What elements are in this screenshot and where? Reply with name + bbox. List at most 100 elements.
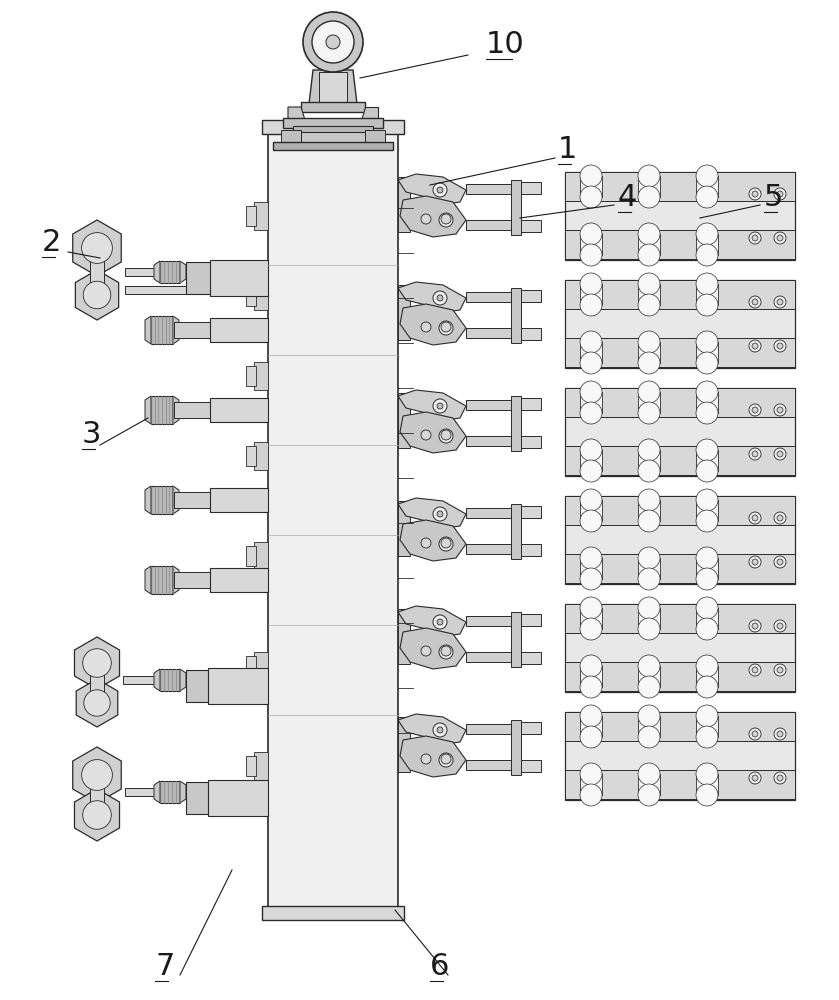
Circle shape (81, 233, 112, 263)
Circle shape (433, 723, 447, 737)
Bar (151, 566, 173, 594)
Bar (696, 558, 718, 579)
Circle shape (326, 35, 340, 49)
Circle shape (439, 753, 453, 767)
Polygon shape (400, 628, 466, 669)
Circle shape (421, 538, 431, 548)
Polygon shape (398, 174, 466, 204)
Bar (398, 393, 410, 448)
Bar (299, 132, 367, 144)
Bar (262, 906, 404, 920)
Bar (511, 504, 521, 559)
Bar (511, 612, 521, 667)
Bar (521, 290, 541, 302)
Circle shape (696, 294, 718, 316)
Polygon shape (73, 220, 122, 276)
Bar (638, 558, 660, 579)
Circle shape (752, 515, 758, 521)
Bar (160, 781, 180, 803)
Bar (174, 322, 212, 338)
Circle shape (638, 655, 660, 677)
Bar (254, 202, 268, 230)
Bar (123, 676, 183, 684)
Bar (521, 652, 541, 664)
Bar (254, 362, 268, 390)
Circle shape (580, 489, 602, 511)
Circle shape (752, 623, 758, 629)
Circle shape (777, 191, 783, 197)
Bar (521, 760, 541, 772)
Circle shape (421, 430, 431, 440)
Bar (638, 234, 660, 255)
Text: 6: 6 (430, 952, 450, 981)
Bar (186, 262, 212, 294)
Text: 7: 7 (155, 952, 175, 981)
Circle shape (749, 772, 761, 784)
Circle shape (638, 402, 660, 424)
Bar (281, 130, 301, 146)
Circle shape (696, 655, 718, 677)
Bar (580, 558, 602, 579)
Circle shape (749, 448, 761, 460)
Circle shape (580, 547, 602, 569)
Text: 1: 1 (558, 135, 577, 164)
Circle shape (437, 727, 443, 733)
Circle shape (421, 322, 431, 332)
Circle shape (696, 547, 718, 569)
Bar (638, 342, 660, 363)
Bar (580, 342, 602, 363)
Circle shape (749, 620, 761, 632)
Circle shape (638, 489, 660, 511)
Bar (125, 286, 205, 294)
Circle shape (580, 460, 602, 482)
Bar (160, 669, 180, 691)
Circle shape (437, 403, 443, 409)
Bar (466, 328, 521, 338)
Polygon shape (180, 669, 186, 691)
Circle shape (696, 489, 718, 511)
Bar (638, 716, 660, 737)
Bar (638, 500, 660, 521)
Circle shape (774, 512, 786, 524)
Polygon shape (145, 486, 151, 514)
Circle shape (441, 214, 451, 224)
Bar (398, 609, 410, 664)
Circle shape (638, 763, 660, 785)
Bar (208, 780, 268, 816)
Text: 2: 2 (42, 228, 61, 257)
Circle shape (638, 676, 660, 698)
Circle shape (638, 510, 660, 532)
Polygon shape (154, 781, 160, 803)
Circle shape (774, 232, 786, 244)
Bar (254, 652, 268, 680)
Circle shape (696, 223, 718, 245)
Polygon shape (309, 70, 357, 104)
Circle shape (638, 244, 660, 266)
Bar (638, 176, 660, 197)
Bar (638, 608, 660, 629)
Circle shape (696, 510, 718, 532)
Circle shape (580, 510, 602, 532)
Circle shape (437, 511, 443, 517)
Circle shape (439, 429, 453, 443)
Circle shape (303, 12, 363, 72)
Bar (210, 398, 268, 422)
Circle shape (696, 244, 718, 266)
Polygon shape (180, 781, 186, 803)
Circle shape (696, 618, 718, 640)
Bar (293, 126, 373, 134)
Polygon shape (398, 714, 466, 744)
Text: 3: 3 (82, 420, 102, 449)
Polygon shape (154, 261, 160, 283)
Text: 10: 10 (486, 30, 524, 59)
Circle shape (439, 645, 453, 659)
Bar (246, 446, 256, 466)
Bar (521, 220, 541, 232)
Bar (151, 316, 173, 344)
Polygon shape (145, 316, 151, 344)
Polygon shape (173, 396, 179, 424)
Bar (466, 652, 521, 662)
Bar (565, 230, 795, 259)
Polygon shape (361, 107, 378, 120)
Circle shape (774, 340, 786, 352)
